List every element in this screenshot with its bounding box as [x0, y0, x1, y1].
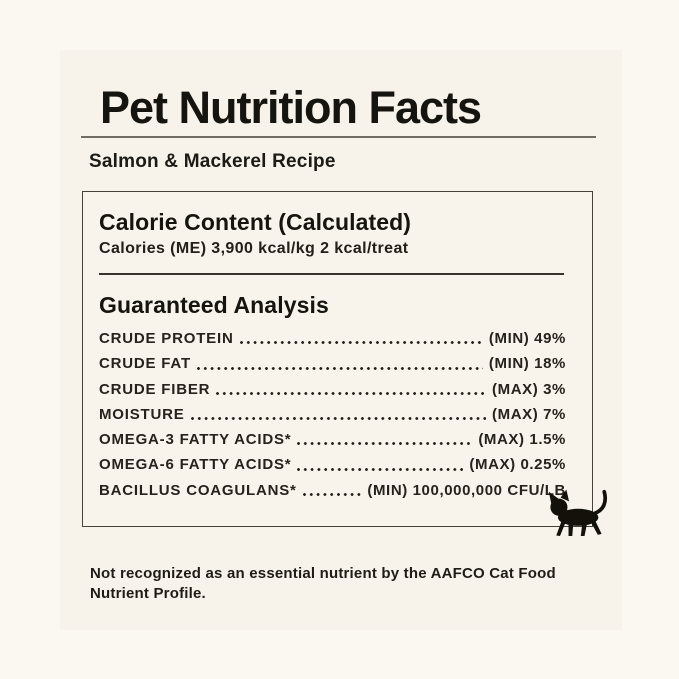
table-row: CRUDE FIBER (MAX) 3% [99, 377, 566, 402]
nutrient-value: (MAX) 7% [492, 405, 566, 423]
section-divider [99, 273, 564, 275]
nutrient-value: (MAX) 3% [492, 380, 566, 398]
recipe-name: Salmon & Mackerel Recipe [89, 151, 336, 172]
calorie-content-value: Calories (ME) 3,900 kcal/kg 2 kcal/treat [99, 240, 409, 257]
calorie-content-heading: Calorie Content (Calculated) [99, 209, 412, 235]
table-row: OMEGA-6 FATTY ACIDS* (MAX) 0.25% [99, 452, 566, 477]
nutrient-value: (MIN) 49% [488, 330, 566, 347]
table-row: MOISTURE (MAX) 7% [99, 402, 566, 427]
nutrient-name: OMEGA-6 FATTY ACIDS* [99, 456, 292, 474]
nutrient-name: CRUDE FAT [99, 355, 191, 373]
table-row: BACILLUS COAGULANS* (MIN) 100,000,000 CF… [99, 478, 566, 503]
dot-leader [190, 417, 487, 421]
page-title: Pet Nutrition Facts [100, 82, 482, 133]
table-row: CRUDE FAT (MIN) 18% [99, 351, 566, 376]
dot-leader [297, 467, 464, 471]
dot-leader [297, 442, 473, 446]
dot-leader [216, 391, 487, 395]
nutrient-value: (MAX) 0.25% [469, 456, 566, 474]
guaranteed-analysis-heading: Guaranteed Analysis [99, 292, 329, 318]
nutrient-name: BACILLUS COAGULANS* [99, 481, 297, 499]
title-divider [81, 136, 596, 138]
dot-leader [302, 493, 362, 497]
table-row: OMEGA-3 FATTY ACIDS* (MAX) 1.5% [99, 427, 566, 452]
table-row: CRUDE PROTEIN (MIN) 49% [99, 326, 566, 351]
nutrient-name: MOISTURE [99, 405, 185, 423]
nutrition-facts-panel: Calorie Content (Calculated) Calories (M… [82, 191, 593, 527]
nutrient-value: (MAX) 1.5% [478, 431, 566, 449]
nutrient-value: (MIN) 18% [488, 355, 566, 373]
nutrient-value: (MIN) 100,000,000 CFU/LB [367, 481, 566, 499]
aafco-footnote: Not recognized as an essential nutrient … [90, 565, 556, 603]
guaranteed-analysis-table: CRUDE PROTEIN (MIN) 49% CRUDE FAT (MIN) … [99, 326, 566, 503]
walking-cat-icon [548, 489, 608, 536]
dot-leader [239, 341, 483, 345]
nutrient-name: CRUDE PROTEIN [99, 330, 234, 347]
nutrient-name: CRUDE FIBER [99, 380, 211, 398]
nutrient-name: OMEGA-3 FATTY ACIDS* [99, 431, 292, 449]
dot-leader [196, 366, 483, 370]
